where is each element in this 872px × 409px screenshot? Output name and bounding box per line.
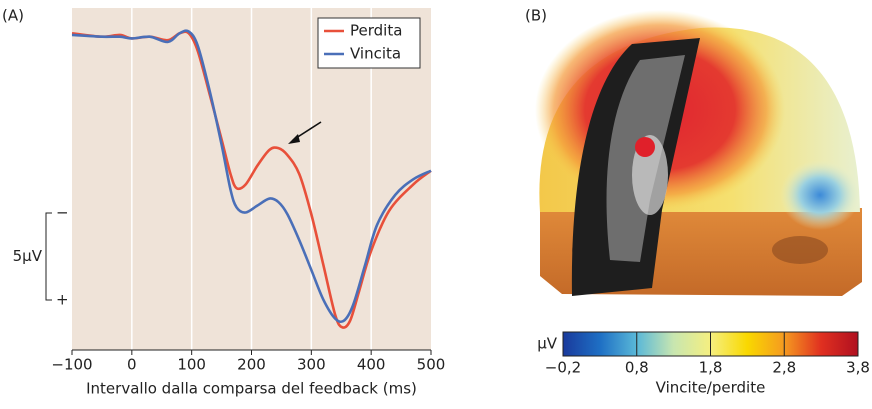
scale-bar (45, 212, 52, 301)
x-tick-label: 400 (357, 356, 386, 374)
legend-label: Vincita (350, 45, 401, 63)
panel-label: (B) (525, 7, 547, 25)
colorbar-tick-label: 1,8 (699, 359, 723, 377)
legend-label: Perdita (350, 22, 402, 40)
colorbar-tick-label: −0,2 (545, 359, 581, 377)
arrow-head (288, 134, 300, 144)
series-line (71, 29, 432, 324)
x-axis-label: Intervallo dalla comparsa del feedback (… (86, 380, 417, 398)
colorbar-unit: μV (537, 335, 558, 353)
scale-bar-minus: − (56, 204, 69, 222)
colorbar-tick-label: 0,8 (625, 359, 649, 377)
legend-box (317, 17, 421, 69)
scale-bar-label: 5μV (13, 247, 43, 265)
x-tick-label: 200 (237, 356, 266, 374)
x-tick-label: 300 (297, 356, 326, 374)
x-tick-label: 100 (177, 356, 206, 374)
brain-image (535, 10, 862, 296)
panel-label: (A) (2, 7, 24, 25)
colorbar-label: Vincite/perdite (656, 379, 766, 397)
colorbar-tick-label: 2,8 (772, 359, 796, 377)
x-tick-label: 500 (417, 356, 446, 374)
colorbar-tick-label: 3,8 (846, 359, 870, 377)
x-tick-label: 0 (127, 356, 137, 374)
series-line (71, 30, 432, 329)
x-tick-label: −100 (51, 356, 92, 374)
scale-bar-plus: + (56, 291, 69, 309)
